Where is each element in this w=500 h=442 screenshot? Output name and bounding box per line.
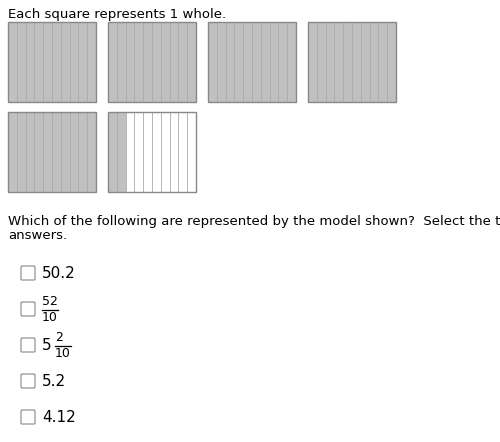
Bar: [308, 22, 396, 102]
Bar: [8, 112, 96, 192]
Bar: [208, 22, 217, 102]
Bar: [152, 112, 161, 192]
Bar: [26, 22, 35, 102]
Bar: [187, 112, 196, 192]
Bar: [52, 22, 61, 102]
Bar: [17, 22, 25, 102]
FancyBboxPatch shape: [21, 338, 35, 352]
Bar: [252, 22, 261, 102]
FancyBboxPatch shape: [21, 374, 35, 388]
Bar: [143, 112, 152, 192]
Bar: [387, 22, 396, 102]
Bar: [208, 22, 296, 102]
Bar: [170, 22, 178, 102]
FancyBboxPatch shape: [21, 302, 35, 316]
Bar: [261, 22, 270, 102]
Bar: [8, 22, 96, 102]
Bar: [161, 22, 170, 102]
Text: 5.2: 5.2: [42, 373, 66, 389]
Bar: [226, 22, 234, 102]
Bar: [87, 22, 96, 102]
Bar: [270, 22, 278, 102]
Bar: [108, 22, 196, 102]
Bar: [43, 22, 52, 102]
FancyBboxPatch shape: [21, 266, 35, 280]
Bar: [143, 22, 152, 102]
Bar: [61, 112, 70, 192]
Text: 2: 2: [55, 331, 63, 344]
Bar: [8, 112, 17, 192]
Bar: [87, 112, 96, 192]
Bar: [78, 22, 87, 102]
Bar: [134, 112, 143, 192]
Text: 10: 10: [42, 311, 58, 324]
Text: answers.: answers.: [8, 229, 67, 242]
Bar: [61, 22, 70, 102]
Bar: [70, 112, 78, 192]
Text: 52: 52: [42, 295, 58, 308]
Bar: [108, 22, 117, 102]
Bar: [170, 112, 178, 192]
Bar: [178, 22, 187, 102]
Bar: [70, 22, 78, 102]
Bar: [8, 22, 17, 102]
Bar: [352, 22, 361, 102]
Bar: [317, 22, 326, 102]
Bar: [117, 112, 126, 192]
Bar: [326, 22, 334, 102]
Bar: [178, 112, 187, 192]
Bar: [378, 22, 387, 102]
Text: Each square represents 1 whole.: Each square represents 1 whole.: [8, 8, 226, 21]
Bar: [34, 22, 43, 102]
Bar: [370, 22, 378, 102]
Bar: [126, 112, 134, 192]
Text: 50.2: 50.2: [42, 266, 76, 281]
Bar: [343, 22, 352, 102]
Bar: [234, 22, 243, 102]
Bar: [26, 112, 35, 192]
Bar: [334, 22, 343, 102]
Bar: [126, 22, 134, 102]
Bar: [308, 22, 317, 102]
Text: 10: 10: [55, 347, 71, 360]
FancyBboxPatch shape: [21, 410, 35, 424]
Bar: [243, 22, 252, 102]
Bar: [152, 22, 161, 102]
Bar: [108, 112, 196, 192]
Bar: [287, 22, 296, 102]
Bar: [361, 22, 370, 102]
Bar: [34, 112, 43, 192]
Bar: [52, 112, 61, 192]
Bar: [117, 22, 126, 102]
Bar: [187, 22, 196, 102]
Bar: [78, 112, 87, 192]
Bar: [108, 112, 117, 192]
Bar: [43, 112, 52, 192]
Bar: [17, 112, 25, 192]
Bar: [161, 112, 170, 192]
Text: 4.12: 4.12: [42, 409, 76, 424]
Bar: [217, 22, 226, 102]
Bar: [278, 22, 287, 102]
Text: 5: 5: [42, 338, 51, 353]
Text: Which of the following are represented by the model shown?  Select the three cor: Which of the following are represented b…: [8, 215, 500, 228]
Bar: [134, 22, 143, 102]
